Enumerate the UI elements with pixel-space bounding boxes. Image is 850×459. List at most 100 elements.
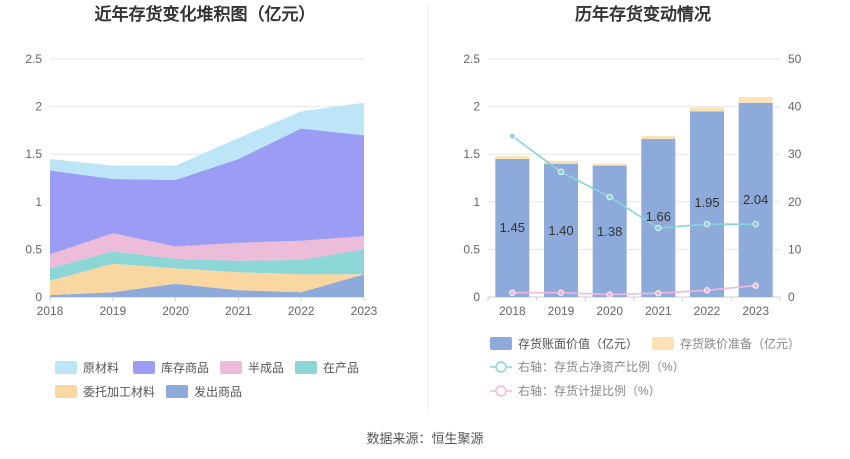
legend-swatch-impairment bbox=[652, 337, 674, 350]
legend-label-发出商品: 发出商品 bbox=[194, 384, 242, 399]
bar-存货账面价值（亿元）-2021 bbox=[641, 138, 676, 297]
right-y2-tick-label: 40 bbox=[788, 100, 802, 114]
line-右轴：存货占净资产比例（%） bbox=[511, 135, 756, 229]
area-layer-委托加工材料 bbox=[50, 263, 364, 296]
right-right-y-axis: 0 10 20 30 40 50 bbox=[788, 52, 802, 304]
line-point-右轴：存货占净资产比例（%） bbox=[557, 168, 565, 176]
left-x-tick-label: 2023 bbox=[351, 304, 378, 318]
bar-存货跌价准备（亿元）-2020 bbox=[592, 163, 627, 166]
right-y-tick-label: 1 bbox=[473, 195, 480, 209]
right-y-tick-label: 0 bbox=[473, 290, 480, 304]
inventory-bar-line-chart: 历年存货变动情况 1.45 1.40 1.38 1.66 1.95 2.04 0 0.5 1 1… bbox=[463, 4, 801, 398]
bar-value-label: 1.95 bbox=[694, 195, 719, 210]
right-x-tick-label: 2021 bbox=[645, 304, 672, 318]
bar-value-label: 1.66 bbox=[646, 209, 671, 224]
data-source-note: 数据来源：恒生聚源 bbox=[366, 431, 483, 446]
line-point-右轴：存货计提比例（%） bbox=[752, 282, 759, 289]
line-point-右轴：存货计提比例（%） bbox=[703, 287, 711, 294]
right-bar-labels: 1.45 1.40 1.38 1.66 1.95 2.04 bbox=[500, 192, 769, 239]
right-y2-tick-label: 50 bbox=[788, 52, 802, 66]
left-y-tick-label: 0.5 bbox=[25, 242, 42, 256]
right-x-tick-label: 2023 bbox=[742, 304, 769, 318]
left-area-layers bbox=[50, 102, 364, 297]
legend-label-impairment: 存货跌价准备（亿元） bbox=[680, 336, 800, 351]
left-y-tick-label: 1 bbox=[35, 195, 42, 209]
area-layer-在产品 bbox=[50, 249, 364, 281]
right-left-y-axis: 0 0.5 1 1.5 2 2.5 bbox=[463, 52, 480, 304]
bar-存货账面价值（亿元）-2020 bbox=[592, 165, 627, 297]
bar-value-label: 1.40 bbox=[548, 223, 573, 238]
left-y-tick-label: 2 bbox=[35, 100, 42, 114]
legend-swatch-半成品 bbox=[220, 361, 242, 374]
left-y-tick-label: 1.5 bbox=[25, 147, 42, 161]
area-layer-半成品 bbox=[50, 233, 364, 269]
right-y2-tick-label: 30 bbox=[788, 147, 802, 161]
bar-存货账面价值（亿元）-2023 bbox=[738, 102, 773, 298]
right-gridlines bbox=[488, 58, 780, 298]
legend-label-原材料: 原材料 bbox=[83, 361, 119, 375]
left-x-tick-label: 2021 bbox=[225, 304, 252, 318]
left-x-axis: 2018 2019 2020 2021 2022 2023 bbox=[37, 297, 378, 318]
legend-label-line: 右轴：存货计提比例（%） bbox=[518, 383, 661, 398]
legend-swatch-委托加工材料 bbox=[55, 385, 77, 398]
legend-label-半成品: 半成品 bbox=[248, 361, 284, 375]
right-y-tick-label: 0.5 bbox=[463, 242, 480, 256]
line-右轴：存货计提比例（%） bbox=[512, 284, 756, 296]
area-layer-发出商品 bbox=[50, 274, 364, 297]
legend-line-marker bbox=[495, 385, 507, 397]
bar-存货账面价值（亿元）-2018 bbox=[495, 158, 530, 297]
left-x-tick-label: 2020 bbox=[162, 304, 189, 318]
left-chart-title: 近年存货变化堆积图（亿元） bbox=[95, 4, 316, 24]
area-layer-库存商品 bbox=[50, 128, 364, 255]
right-bars bbox=[495, 97, 773, 298]
bar-value-label: 2.04 bbox=[743, 192, 768, 207]
legend-label-库存商品: 库存商品 bbox=[161, 360, 209, 375]
right-y-tick-label: 1.5 bbox=[463, 147, 480, 161]
line-point-右轴：存货计提比例（%） bbox=[509, 289, 516, 296]
bar-存货跌价准备（亿元）-2019 bbox=[544, 160, 578, 164]
area-layer-原材料 bbox=[50, 102, 364, 180]
legend-label-book-value: 存货账面价值（亿元） bbox=[518, 336, 638, 351]
bar-value-label: 1.38 bbox=[597, 224, 622, 239]
legend-swatch-发出商品 bbox=[166, 385, 188, 398]
right-x-tick-label: 2020 bbox=[596, 304, 623, 318]
line-point-右轴：存货占净资产比例（%） bbox=[509, 132, 516, 140]
legend-label-在产品: 在产品 bbox=[323, 361, 359, 375]
stacked-area-chart: 近年存货变化堆积图（亿元） 00.511.522.5 2018 2019 2020 2… bbox=[25, 4, 377, 399]
bar-存货跌价准备（亿元）-2023 bbox=[738, 97, 773, 103]
left-y-tick-label: 2.5 bbox=[25, 52, 42, 66]
right-x-tick-label: 2019 bbox=[548, 304, 575, 318]
legend-swatch-在产品 bbox=[295, 361, 317, 374]
right-y2-tick-label: 20 bbox=[788, 195, 802, 209]
left-x-tick-label: 2022 bbox=[288, 304, 315, 318]
bar-存货跌价准备（亿元）-2018 bbox=[495, 156, 530, 159]
right-y2-tick-label: 10 bbox=[788, 242, 802, 256]
left-y-axis: 0 0.5 1 1.5 2 2.5 bbox=[25, 52, 42, 304]
bar-存货账面价值（亿元）-2019 bbox=[544, 163, 578, 297]
legend-label-委托加工材料: 委托加工材料 bbox=[83, 385, 155, 399]
left-x-tick-label: 2018 bbox=[37, 304, 64, 318]
right-y-tick-label: 2 bbox=[473, 100, 480, 114]
line-point-右轴：存货占净资产比例（%） bbox=[606, 193, 613, 201]
right-lines bbox=[509, 132, 759, 298]
line-point-右轴：存货占净资产比例（%） bbox=[752, 220, 759, 228]
legend-line-marker bbox=[495, 361, 507, 373]
bar-存货账面价值（亿元）-2022 bbox=[690, 111, 724, 297]
bar-value-label: 1.45 bbox=[500, 220, 525, 235]
right-chart-title: 历年存货变动情况 bbox=[575, 4, 711, 24]
right-legend: 存货账面价值（亿元） 存货跌价准备（亿元） 右轴：存货占净资产比例（%） 右轴：存货计… bbox=[490, 336, 800, 398]
line-point-右轴：存货占净资产比例（%） bbox=[655, 224, 662, 232]
left-y-tick-label: 0 bbox=[35, 290, 42, 304]
right-x-tick-label: 2022 bbox=[694, 304, 721, 318]
right-x-tick-label: 2018 bbox=[499, 304, 526, 318]
legend-swatch-库存商品 bbox=[133, 361, 155, 374]
right-y-tick-label: 2.5 bbox=[463, 52, 480, 66]
right-x-axis: 2018 2019 2020 2021 2022 2023 bbox=[487, 297, 781, 318]
line-point-右轴：存货计提比例（%） bbox=[557, 289, 565, 296]
legend-label-line: 右轴：存货占净资产比例（%） bbox=[518, 359, 685, 374]
line-point-右轴：存货占净资产比例（%） bbox=[703, 220, 711, 228]
legend-swatch-原材料 bbox=[55, 361, 77, 374]
right-y2-tick-label: 0 bbox=[788, 290, 795, 304]
